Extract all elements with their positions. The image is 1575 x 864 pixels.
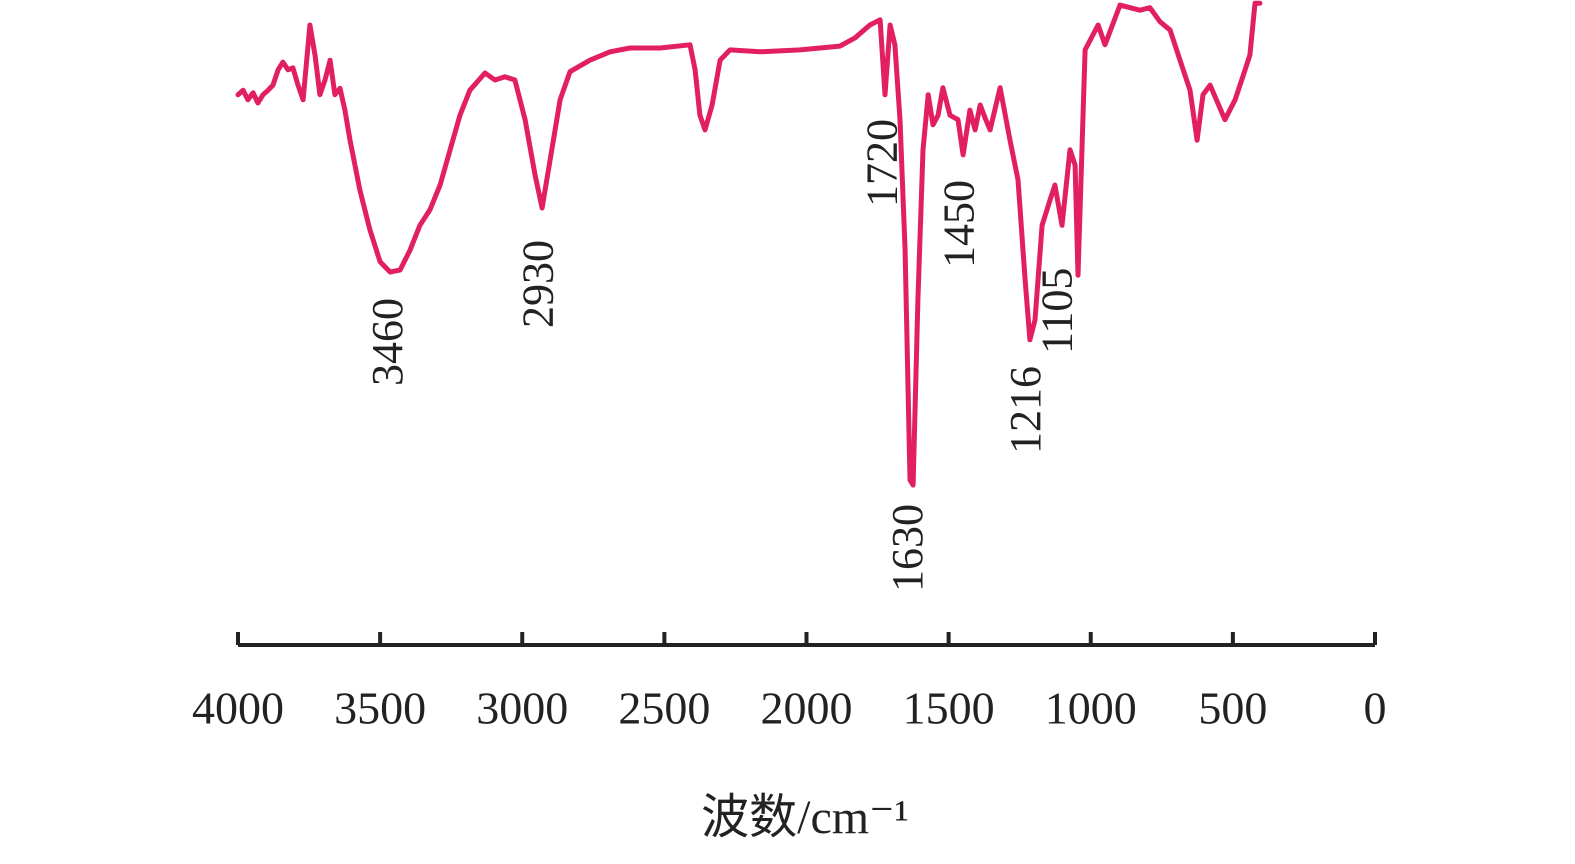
peak-label: 1105 — [1032, 268, 1081, 354]
x-tick-label: 0 — [1364, 683, 1387, 734]
peak-label: 1630 — [883, 504, 932, 592]
x-tick-label: 500 — [1198, 683, 1267, 734]
x-tick-label: 1000 — [1045, 683, 1137, 734]
peak-label: 1216 — [1001, 366, 1050, 454]
x-tick-label: 4000 — [192, 683, 284, 734]
x-tick-label: 1500 — [903, 683, 995, 734]
spectrum-line — [235, 0, 1263, 488]
x-tick-label: 3000 — [476, 683, 568, 734]
x-tick-label: 3500 — [334, 683, 426, 734]
x-axis-label: 波数/cm⁻¹ — [701, 791, 909, 844]
x-tick-label: 2000 — [761, 683, 853, 734]
peak-label: 1450 — [934, 180, 983, 268]
peak-label: 1720 — [858, 119, 907, 207]
x-tick-label: 2500 — [618, 683, 710, 734]
peak-label: 2930 — [514, 240, 563, 328]
peak-label: 3460 — [363, 298, 412, 386]
